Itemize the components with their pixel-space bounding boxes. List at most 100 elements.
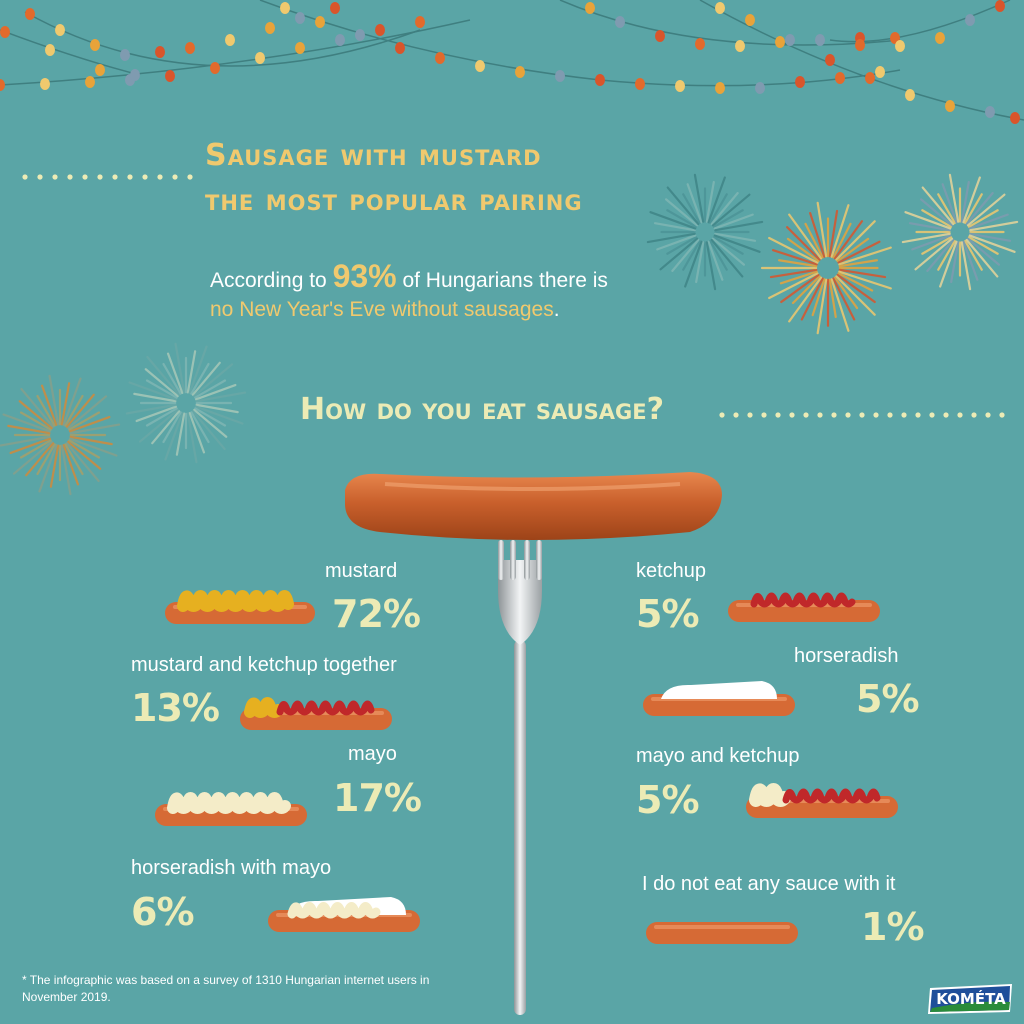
fork-icon xyxy=(498,540,542,1015)
light-bulb-icon xyxy=(795,76,805,88)
sausage-ketchup-icon xyxy=(728,592,880,622)
dot xyxy=(943,412,949,418)
light-bulb-icon xyxy=(475,60,485,72)
light-bulb-icon xyxy=(755,82,765,94)
footnote-marker: * xyxy=(22,973,27,987)
intro-text-before: According to xyxy=(210,269,333,292)
intro-text-after: of Hungarians there is xyxy=(396,269,608,292)
light-bulb-icon xyxy=(635,78,645,90)
light-bulb-icon xyxy=(295,42,305,54)
sausage-mayo-icon xyxy=(155,792,307,826)
light-bulb-icon xyxy=(995,0,1005,12)
dot xyxy=(915,412,921,418)
intro-text-end: . xyxy=(553,298,560,321)
light-bulb-icon xyxy=(745,14,755,26)
dot xyxy=(747,412,753,418)
light-bulb-icon xyxy=(315,16,325,28)
logo-text: KOMÉTA xyxy=(936,989,1006,1008)
light-bulb-icon xyxy=(85,76,95,88)
light-bulb-icon xyxy=(225,34,235,46)
light-bulb-icon xyxy=(965,14,975,26)
result-percent-ketchup: 5% xyxy=(636,592,700,636)
light-bulb-icon xyxy=(905,89,915,101)
dot xyxy=(859,412,865,418)
light-bulb-icon xyxy=(1010,112,1020,124)
dot xyxy=(187,174,193,180)
sausage-mustard-ketchup-icon xyxy=(240,697,392,730)
dot xyxy=(157,174,163,180)
light-bulb-icon xyxy=(280,2,290,14)
light-bulb-icon xyxy=(945,100,955,112)
light-bulb-icon xyxy=(165,70,175,82)
dot xyxy=(873,412,879,418)
light-bulb-icon xyxy=(95,64,105,76)
dot xyxy=(831,412,837,418)
title-line-2: the most popular pairing xyxy=(205,183,583,218)
light-bulb-icon xyxy=(55,24,65,36)
dot xyxy=(971,412,977,418)
result-label-ketchup: ketchup xyxy=(636,560,707,582)
firework-burst xyxy=(0,374,121,496)
sausage-on-fork-icon xyxy=(345,472,722,540)
light-bulb-icon xyxy=(330,2,340,14)
dot xyxy=(761,412,767,418)
light-bulb-icon xyxy=(615,16,625,28)
light-bulb-icon xyxy=(210,62,220,74)
result-label-horseradish: horseradish xyxy=(794,645,899,667)
light-bulb-icon xyxy=(715,2,725,14)
dot xyxy=(719,412,725,418)
intro-highlight: no New Year's Eve without sausages xyxy=(210,298,554,321)
light-bulb-icon xyxy=(815,34,825,46)
light-bulb-icon xyxy=(655,30,665,42)
result-percent-mustard: 72% xyxy=(332,592,421,636)
light-bulb-icon xyxy=(25,8,35,20)
result-percent-horseradish: 5% xyxy=(856,677,920,721)
light-bulb-icon xyxy=(855,39,865,51)
light-bulb-icon xyxy=(785,34,795,46)
result-percent-mayo: 17% xyxy=(333,776,422,820)
sauce-sausages xyxy=(155,590,898,944)
light-bulb-icon xyxy=(120,49,130,61)
dot xyxy=(97,174,103,180)
light-bulb-icon xyxy=(895,40,905,52)
dot xyxy=(82,174,88,180)
dot xyxy=(803,412,809,418)
light-bulbs xyxy=(0,0,1020,124)
sausage-none-icon xyxy=(646,922,798,944)
light-bulb-icon xyxy=(695,38,705,50)
light-bulb-icon xyxy=(130,69,140,81)
firework-burst xyxy=(760,201,892,335)
dot xyxy=(127,174,133,180)
light-bulb-icon xyxy=(735,40,745,52)
dot xyxy=(999,412,1005,418)
kometa-logo: KOMÉTA xyxy=(928,984,1012,1014)
footnote: * The infographic was based on a survey … xyxy=(22,972,482,1006)
dot xyxy=(887,412,893,418)
dot xyxy=(775,412,781,418)
string-lights xyxy=(0,0,1024,121)
light-bulb-icon xyxy=(435,52,445,64)
dot xyxy=(817,412,823,418)
result-label-no-sauce: I do not eat any sauce with it xyxy=(642,873,896,895)
light-bulb-icon xyxy=(185,42,195,54)
dotted-line-right xyxy=(719,412,1005,418)
dot xyxy=(67,174,73,180)
result-percent-no-sauce: 1% xyxy=(861,905,925,949)
result-percent-mustard-ketchup: 13% xyxy=(131,686,220,730)
light-bulb-icon xyxy=(355,29,365,41)
light-bulb-icon xyxy=(555,70,565,82)
light-bulb-icon xyxy=(715,82,725,94)
light-bulb-icon xyxy=(45,44,55,56)
question-heading: How do you eat sausage? xyxy=(300,392,664,427)
light-bulb-icon xyxy=(335,34,345,46)
light-bulb-icon xyxy=(375,24,385,36)
dot xyxy=(52,174,58,180)
dot xyxy=(172,174,178,180)
light-bulb-icon xyxy=(90,39,100,51)
light-bulb-icon xyxy=(595,74,605,86)
firework-burst xyxy=(125,342,247,464)
light-bulb-icon xyxy=(865,72,875,84)
result-label-mayo-ketchup: mayo and ketchup xyxy=(636,745,800,767)
light-bulb-icon xyxy=(255,52,265,64)
